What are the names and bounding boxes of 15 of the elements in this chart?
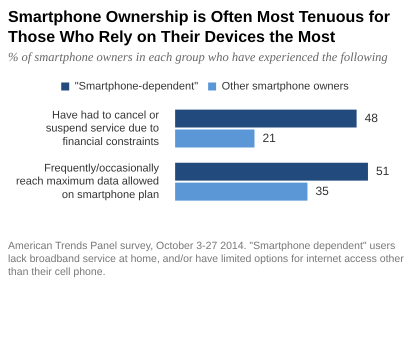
chart-title: Smartphone Ownership is Often Most Tenuous for Those Who Rely on Their Devices the Most [8, 8, 391, 48]
chart-subtitle: % of smartphone owners in each group who have experienced the following [8, 50, 389, 65]
data-label: 48 [364, 110, 378, 125]
bar [175, 130, 254, 148]
bar [175, 162, 368, 181]
y-tick-label: Have had to cancel or suspend service due to financial constraints [46, 109, 160, 148]
legend-label: "Smartphone-dependent" [74, 80, 198, 93]
bar [175, 182, 308, 201]
bar [175, 110, 357, 128]
data-label: 21 [262, 130, 276, 145]
y-tick-label: Frequently/occasionally reach maximum data allowed on smartphone plan [16, 162, 160, 201]
data-label: 51 [376, 164, 390, 178]
data-label: 35 [315, 184, 330, 198]
text: American Trends Panel survey, October 3-27 2014. "Smartphone dependent" users lack broadband service at home, and/or have limited options for internet access other than their cell phone. [8, 240, 405, 279]
legend-label: Other smartphone owners [222, 80, 350, 93]
